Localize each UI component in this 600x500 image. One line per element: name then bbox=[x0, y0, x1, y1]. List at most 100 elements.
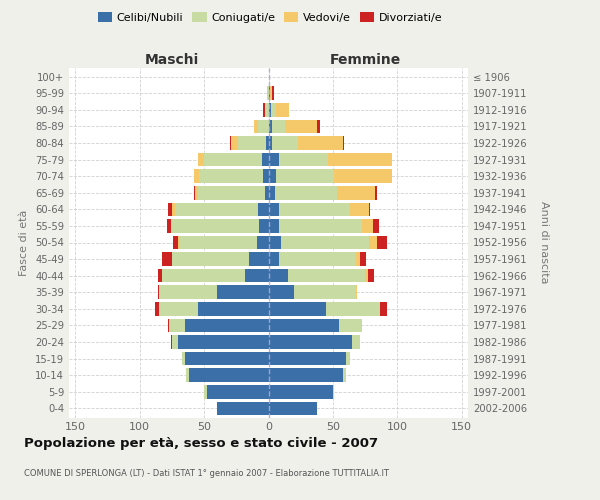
Bar bbox=[178, 236, 179, 250]
Bar bbox=[269, 186, 275, 200]
Bar bbox=[269, 153, 279, 166]
Bar bbox=[269, 402, 317, 415]
Bar bbox=[360, 252, 367, 266]
Bar bbox=[231, 136, 238, 150]
Bar bbox=[186, 368, 188, 382]
Bar bbox=[369, 236, 377, 250]
Bar bbox=[178, 335, 269, 349]
Bar bbox=[159, 302, 198, 316]
Bar bbox=[194, 170, 199, 183]
Bar bbox=[377, 236, 387, 250]
Bar bbox=[269, 252, 279, 266]
Bar bbox=[263, 103, 265, 117]
Bar bbox=[376, 186, 377, 200]
Bar bbox=[172, 335, 178, 349]
Bar bbox=[343, 368, 346, 382]
Bar bbox=[194, 186, 195, 200]
Bar bbox=[275, 186, 337, 200]
Y-axis label: Anni di nascita: Anni di nascita bbox=[539, 201, 548, 283]
Bar bbox=[276, 170, 334, 183]
Bar bbox=[204, 153, 262, 166]
Bar bbox=[269, 170, 276, 183]
Bar bbox=[170, 219, 172, 232]
Bar bbox=[269, 368, 343, 382]
Bar bbox=[262, 153, 269, 166]
Text: Maschi: Maschi bbox=[145, 52, 199, 66]
Bar bbox=[328, 153, 392, 166]
Bar bbox=[179, 236, 257, 250]
Bar bbox=[161, 269, 245, 282]
Text: COMUNE DI SPERLONGA (LT) - Dati ISTAT 1° gennaio 2007 - Elaborazione TUTTITALIA.: COMUNE DI SPERLONGA (LT) - Dati ISTAT 1°… bbox=[24, 469, 389, 478]
Bar bbox=[168, 202, 172, 216]
Bar bbox=[365, 269, 368, 282]
Bar bbox=[279, 202, 350, 216]
Bar bbox=[172, 219, 259, 232]
Bar bbox=[161, 252, 172, 266]
Bar bbox=[352, 335, 360, 349]
Bar bbox=[188, 368, 269, 382]
Legend: Celibi/Nubili, Coniugati/e, Vedovi/e, Divorziati/e: Celibi/Nubili, Coniugati/e, Vedovi/e, Di… bbox=[94, 8, 446, 28]
Bar bbox=[265, 103, 269, 117]
Bar bbox=[269, 202, 279, 216]
Bar bbox=[269, 385, 333, 398]
Bar bbox=[272, 136, 298, 150]
Bar bbox=[272, 86, 274, 100]
Bar bbox=[167, 219, 170, 232]
Bar bbox=[198, 186, 265, 200]
Bar bbox=[155, 302, 159, 316]
Bar bbox=[279, 153, 328, 166]
Bar bbox=[245, 269, 269, 282]
Bar bbox=[285, 120, 317, 133]
Bar bbox=[198, 153, 204, 166]
Bar bbox=[258, 202, 269, 216]
Bar bbox=[230, 136, 231, 150]
Bar bbox=[276, 103, 289, 117]
Bar bbox=[185, 352, 269, 366]
Bar bbox=[195, 186, 198, 200]
Bar bbox=[217, 402, 269, 415]
Bar bbox=[269, 103, 271, 117]
Bar bbox=[380, 302, 387, 316]
Bar bbox=[346, 352, 350, 366]
Bar bbox=[281, 236, 369, 250]
Bar bbox=[175, 202, 258, 216]
Bar bbox=[173, 236, 178, 250]
Bar bbox=[269, 136, 272, 150]
Bar bbox=[298, 136, 343, 150]
Bar bbox=[337, 186, 376, 200]
Bar bbox=[168, 318, 169, 332]
Bar bbox=[172, 202, 175, 216]
Bar bbox=[266, 136, 269, 150]
Bar bbox=[279, 219, 362, 232]
Bar bbox=[269, 318, 339, 332]
Bar bbox=[373, 219, 379, 232]
Bar bbox=[288, 269, 365, 282]
Bar bbox=[259, 219, 269, 232]
Bar bbox=[269, 86, 270, 100]
Bar bbox=[294, 286, 356, 299]
Bar bbox=[269, 335, 352, 349]
Bar bbox=[158, 269, 161, 282]
Bar bbox=[362, 219, 373, 232]
Bar bbox=[217, 286, 269, 299]
Bar bbox=[269, 219, 279, 232]
Bar bbox=[270, 86, 272, 100]
Bar bbox=[263, 170, 269, 183]
Bar bbox=[334, 170, 392, 183]
Bar bbox=[265, 186, 269, 200]
Bar bbox=[204, 385, 207, 398]
Bar bbox=[269, 352, 346, 366]
Bar bbox=[199, 170, 263, 183]
Bar bbox=[272, 120, 285, 133]
Bar bbox=[207, 385, 269, 398]
Bar bbox=[339, 318, 362, 332]
Bar bbox=[257, 236, 269, 250]
Bar bbox=[356, 252, 360, 266]
Bar bbox=[158, 286, 159, 299]
Bar bbox=[368, 269, 374, 282]
Bar bbox=[317, 120, 320, 133]
Bar bbox=[185, 318, 269, 332]
Bar bbox=[169, 318, 185, 332]
Bar bbox=[269, 120, 272, 133]
Bar bbox=[254, 120, 258, 133]
